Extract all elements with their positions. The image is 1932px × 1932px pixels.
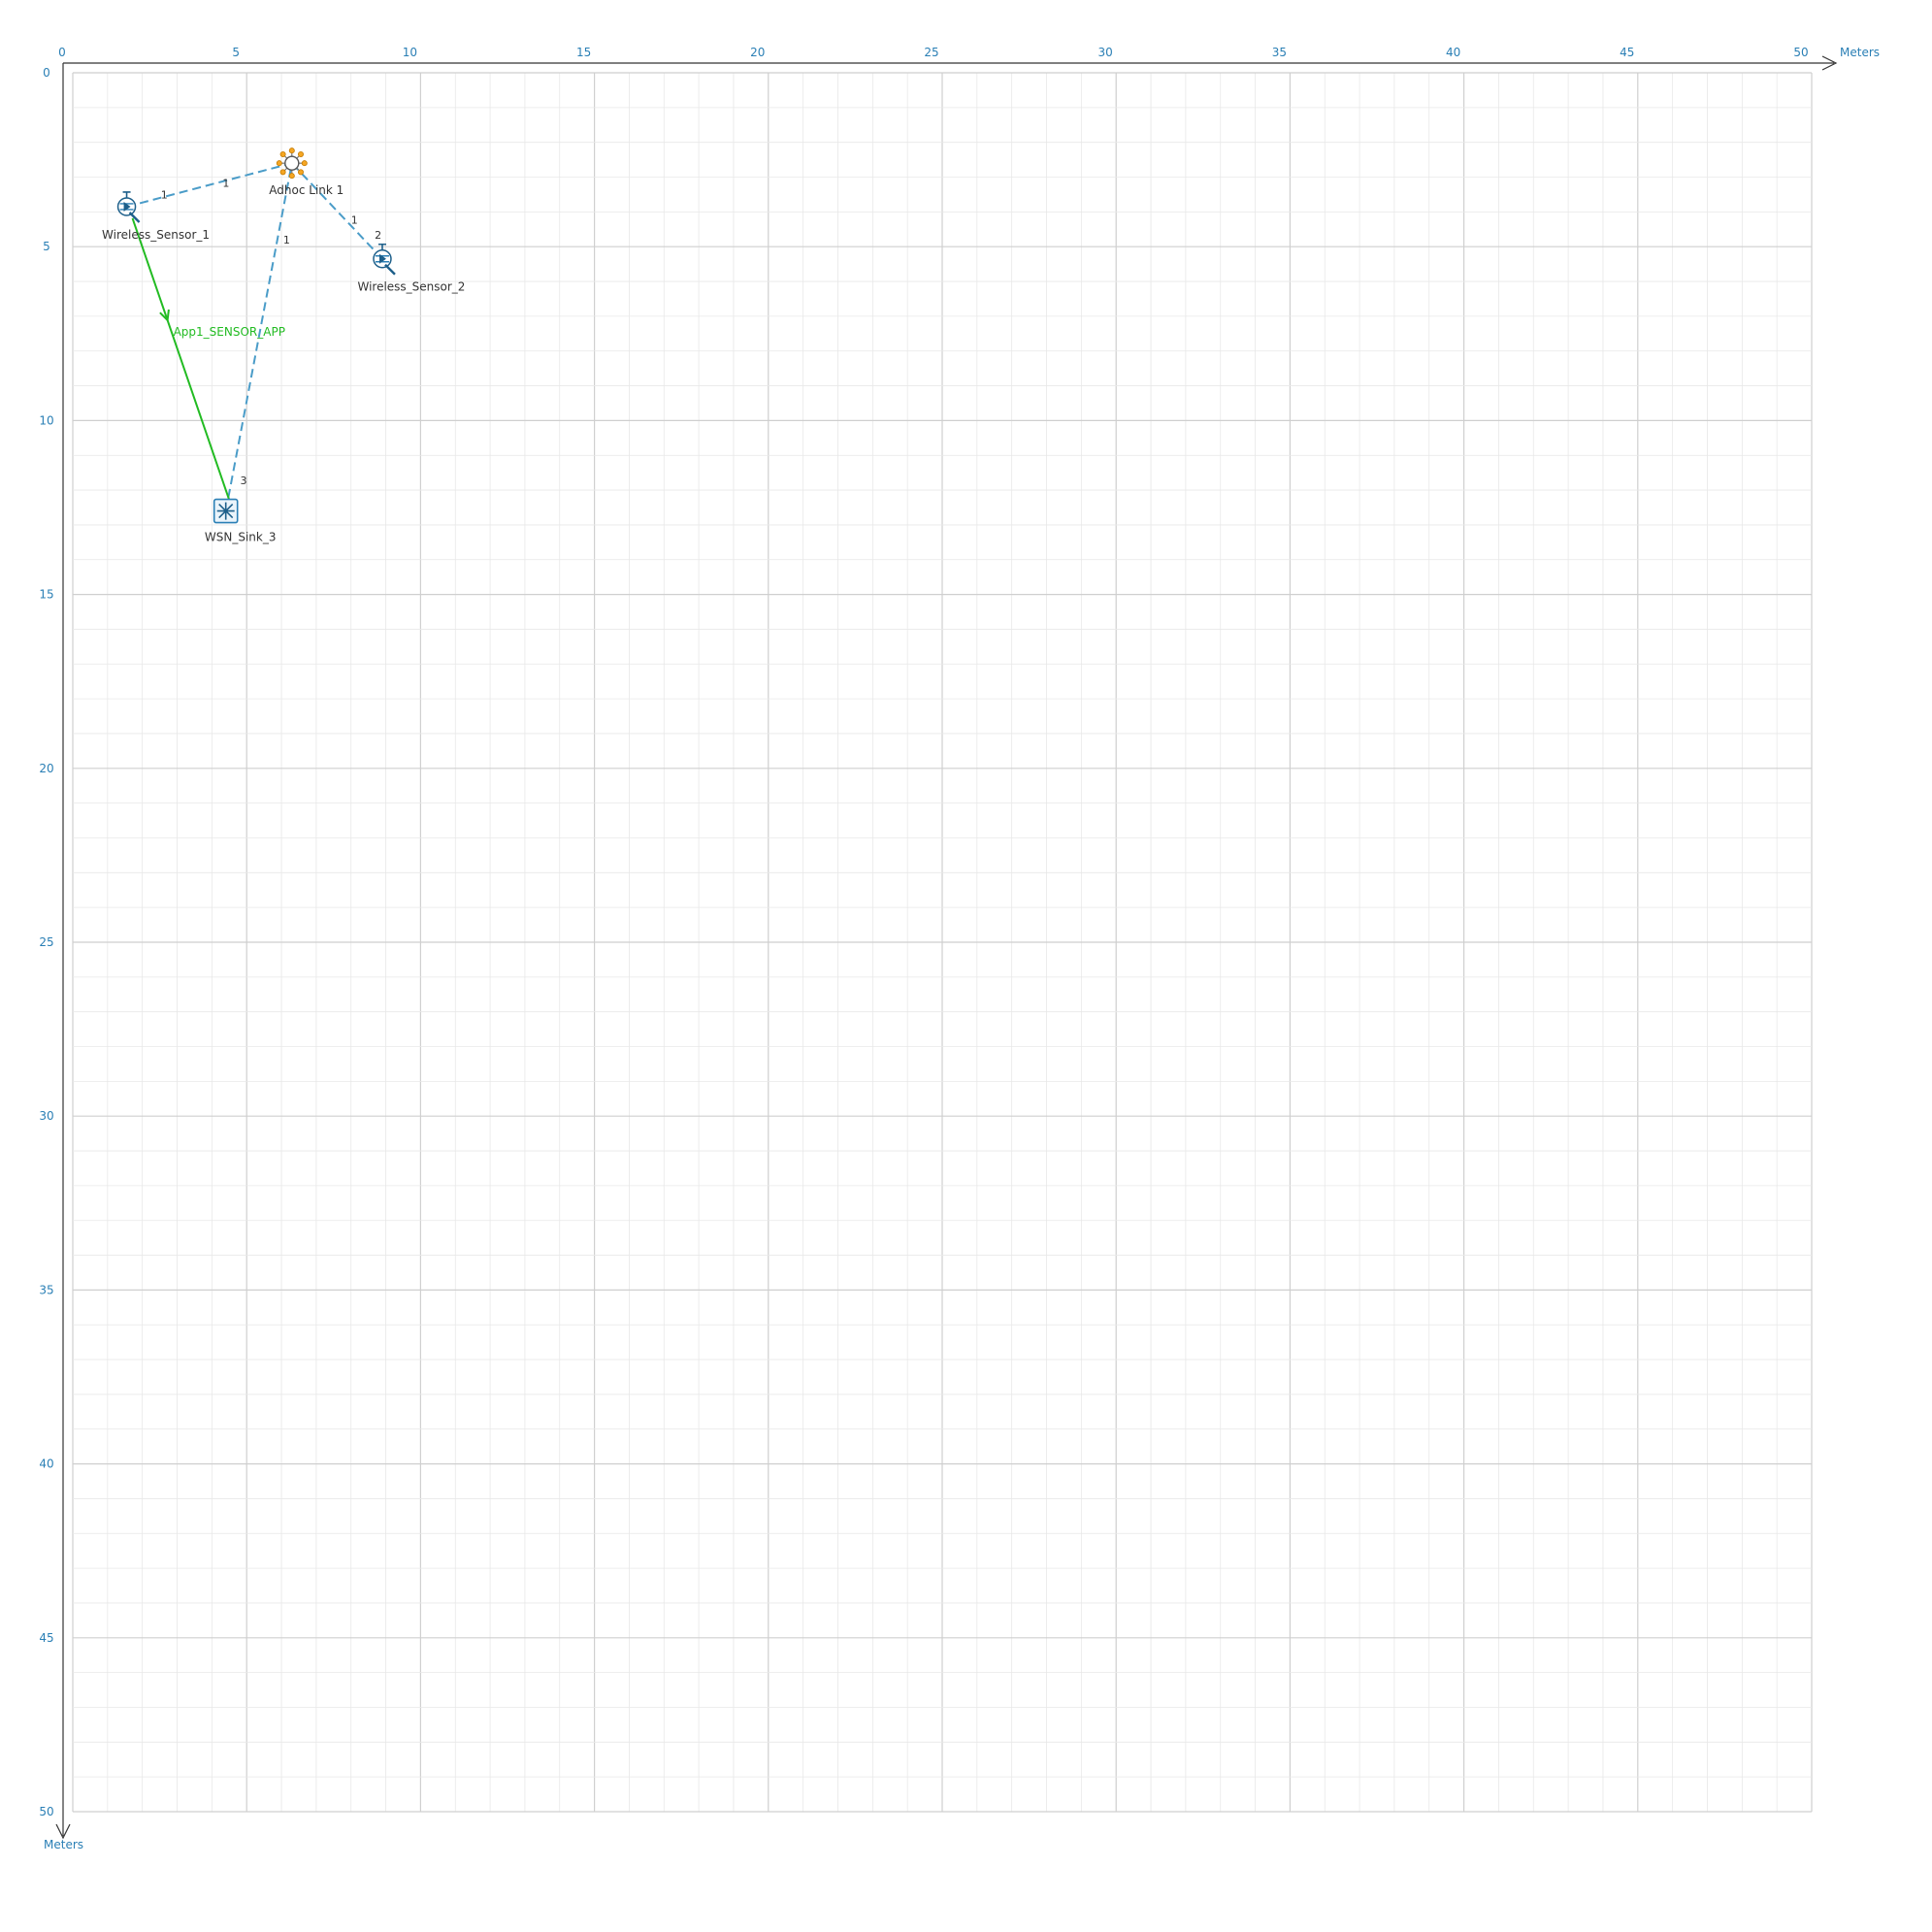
y-tick-label: 40 (39, 1457, 53, 1471)
device-ws1[interactable]: Wireless_Sensor_1 (102, 191, 210, 242)
y-axis-arrow-icon (55, 1823, 71, 1840)
hub-dot (276, 160, 282, 167)
adhoc-link-line[interactable] (126, 162, 293, 208)
sensor-antenna (122, 191, 131, 198)
x-tick-label: 0 (58, 46, 66, 59)
y-tick-label: 0 (43, 66, 50, 80)
x-tick-label: 15 (576, 46, 591, 59)
y-tick-label: 10 (39, 413, 53, 427)
links: 1 1 2 1 3 1 (126, 162, 383, 511)
application-arrow-icon (159, 309, 170, 323)
port-label: 2 (375, 229, 381, 242)
device-ws2[interactable]: Wireless_Sensor_2 (357, 243, 465, 294)
hub-dot (297, 169, 304, 176)
adhoc-link-line[interactable] (291, 162, 383, 260)
y-tick-label: 5 (43, 240, 50, 253)
adhoc-link-line[interactable] (224, 162, 293, 511)
x-tick-label: 45 (1620, 46, 1634, 59)
sensor-arrow (378, 253, 386, 264)
y-tick-label: 30 (39, 1109, 53, 1123)
x-tick-label: 5 (232, 46, 240, 59)
hub-center (284, 155, 300, 171)
device-label: Wireless_Sensor_2 (357, 280, 465, 294)
hub-dot (288, 147, 295, 154)
wsn-sink-icon (213, 498, 239, 524)
link-interface-label: 1 (351, 213, 358, 226)
wireless-sensor-icon (373, 243, 396, 276)
hub-dot (288, 173, 295, 180)
device-adhoc[interactable]: Adhoc Link 1 (269, 147, 344, 198)
sensor-stripes (375, 255, 389, 263)
x-tick-label: 40 (1446, 46, 1460, 59)
y-tick-label: 50 (39, 1805, 53, 1818)
application-flow-line[interactable] (131, 217, 231, 502)
application-label: App1_SENSOR_APP (174, 325, 285, 339)
x-axis-arrow-icon (1821, 55, 1838, 71)
y-tick-label: 45 (39, 1631, 53, 1645)
port-label: 3 (241, 475, 247, 487)
y-axis-unit-label: Meters (44, 1838, 83, 1851)
device-label: Adhoc Link 1 (269, 183, 344, 197)
x-tick-label: 25 (924, 46, 938, 59)
sink-arrows (216, 502, 235, 520)
link-interface-label: 1 (283, 234, 290, 246)
y-tick-label: 15 (39, 588, 53, 602)
sensor-arrow (123, 201, 131, 212)
y-tick-label: 35 (39, 1283, 53, 1296)
sensor-probe (128, 212, 141, 223)
device-label: Wireless_Sensor_1 (102, 228, 210, 242)
x-tick-label: 10 (403, 46, 417, 59)
hub-dot (301, 160, 308, 167)
x-axis-unit-label: Meters (1840, 46, 1880, 59)
sensor-antenna (377, 243, 386, 250)
link-interface-label: 1 (222, 178, 229, 190)
wireless-sensor-icon (116, 191, 141, 223)
adhoc-link-icon (276, 147, 308, 180)
hub-dot (297, 150, 304, 157)
x-tick-label: 30 (1098, 46, 1113, 59)
sensor-probe (384, 263, 396, 276)
hub-dot (279, 169, 286, 176)
application-flow: App1_SENSOR_APP (131, 217, 285, 502)
hub-dot (279, 150, 286, 157)
port-label: 1 (161, 188, 168, 201)
x-tick-label: 35 (1272, 46, 1287, 59)
devices: Wireless_Sensor_1 Wireless_Sensor_2 WSN_Si… (102, 147, 465, 544)
sensor-stripes (119, 203, 134, 211)
device-label: WSN_Sink_3 (205, 531, 277, 544)
y-tick-label: 25 (39, 935, 53, 949)
axes: 0 5 10 15 20 25 30 35 40 45 50 0 5 10 15 20 25 30 35 40 45 50… (39, 46, 1880, 1851)
y-tick-label: 20 (39, 762, 53, 775)
x-tick-label: 50 (1793, 46, 1808, 59)
x-tick-label: 20 (750, 46, 765, 59)
grid (72, 72, 1813, 1813)
device-sink[interactable]: WSN_Sink_3 (205, 498, 277, 544)
